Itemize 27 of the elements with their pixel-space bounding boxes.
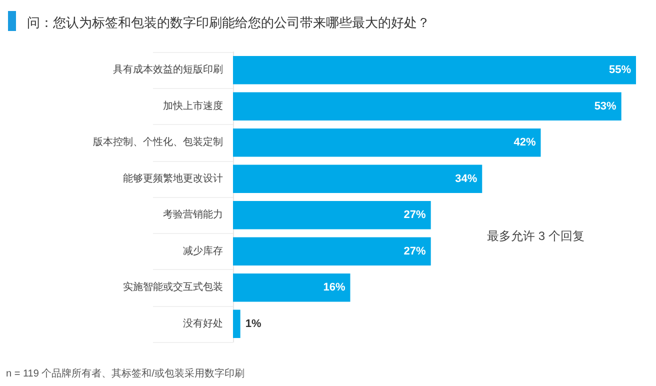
- y-tick-label: 没有好处: [183, 317, 223, 330]
- bar: [233, 128, 541, 157]
- data-label: 34%: [455, 172, 478, 185]
- bar: [233, 92, 622, 121]
- data-label: 27%: [404, 209, 426, 222]
- data-label: 16%: [323, 282, 346, 294]
- y-tick-label: 实施智能或交互式包装: [123, 281, 223, 294]
- data-label: 27%: [404, 245, 426, 258]
- y-tick-label: 加快上市速度: [163, 100, 223, 112]
- data-label: 42%: [514, 136, 536, 149]
- y-tick-label: 版本控制、个性化、包装定制: [93, 136, 223, 148]
- y-tick-label: 具有成本效益的短版印刷: [113, 64, 223, 76]
- bar: [233, 164, 482, 194]
- bar: [233, 56, 636, 84]
- chart-title: 问：您认为标签和包装的数字印刷能给您的公司带来哪些最大的好处？: [27, 15, 430, 30]
- annotation: 最多允许 3 个回复: [487, 229, 584, 243]
- bar: [233, 310, 240, 338]
- data-label: 55%: [608, 64, 632, 76]
- y-tick-label: 考验营销能力: [163, 208, 223, 221]
- data-label: 53%: [594, 100, 617, 112]
- data-label: 1%: [245, 318, 262, 330]
- bar: [233, 273, 350, 302]
- bar: [233, 237, 431, 266]
- text: n = 119 个品牌所有者、其标签和/或包装采用数字印刷: [6, 368, 244, 380]
- bar: [233, 200, 431, 230]
- y-tick-label: 能够更频繁地更改设计: [123, 172, 223, 184]
- y-tick-label: 减少库存: [183, 244, 223, 257]
